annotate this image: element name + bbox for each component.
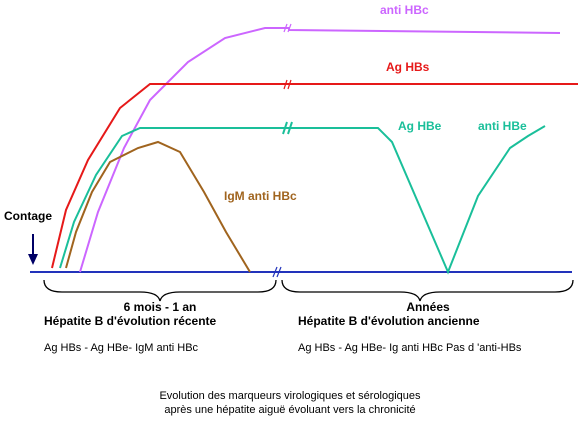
igm-anti-hbc-label: IgM anti HBc	[224, 189, 297, 203]
anti-hbe-label: anti HBe	[478, 119, 527, 133]
old-period-duration: Années	[406, 300, 450, 314]
ag-hbs-curve	[51, 83, 578, 269]
ag-hbe-curve	[59, 125, 546, 275]
old-period-markers: Ag HBs - Ag HBe- Ig anti HBc Pas d 'anti…	[298, 342, 522, 354]
ag-hbs-break-mark	[283, 79, 292, 90]
recent-period-markers: Ag HBs - Ag HBe- IgM anti HBc	[44, 342, 199, 354]
anti-hbc-curve	[79, 27, 561, 273]
anti-hbc-label: anti HBc	[380, 3, 429, 17]
caption-line-2: après une hépatite aiguë évoluant vers l…	[164, 404, 415, 416]
contage-label: Contage	[4, 209, 52, 223]
recent-period-brace	[43, 279, 277, 302]
recent-period-title: Hépatite B d'évolution récente	[44, 314, 217, 328]
baseline-break-mark	[272, 266, 282, 278]
old-period-brace	[281, 279, 574, 302]
contage-arrow-icon	[28, 234, 38, 265]
caption-line-1: Evolution des marqueurs virologiques et …	[159, 390, 421, 402]
recent-period-duration: 6 mois - 1 an	[124, 300, 197, 314]
old-period-title: Hépatite B d'évolution ancienne	[298, 314, 480, 328]
ag-hbe-break-mark	[282, 121, 293, 135]
ag-hbs-label: Ag HBs	[386, 60, 430, 74]
igm-anti-hbc-curve	[65, 140, 251, 273]
anti-hbc-break-mark	[283, 23, 292, 33]
ag-hbe-label: Ag HBe	[398, 119, 442, 133]
